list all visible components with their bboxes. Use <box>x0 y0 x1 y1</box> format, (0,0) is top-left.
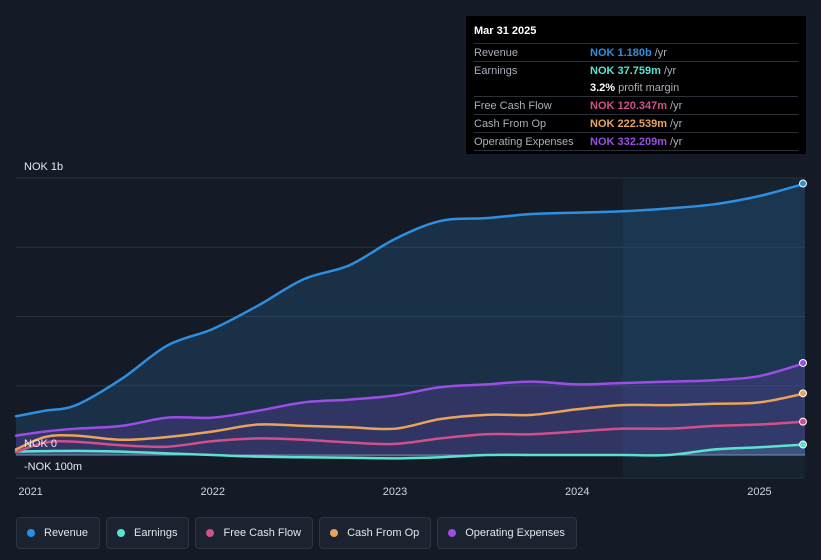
earnings-area <box>16 444 805 459</box>
x-tick-label: 2024 <box>565 486 589 498</box>
series-endpoints <box>799 179 807 449</box>
tooltip: Mar 31 2025 Revenue NOK 1.180b /yr Earni… <box>466 16 806 154</box>
tooltip-label: Cash From Op <box>474 117 547 130</box>
tooltip-value: NOK 37.759m <box>590 64 661 77</box>
tooltip-label: Earnings <box>474 64 518 77</box>
legend-item-operating-expenses[interactable]: Operating Expenses <box>437 517 577 549</box>
y-label-bottom: -NOK 100m <box>24 461 82 473</box>
tooltip-row-profit-margin: 3.2% profit margin <box>474 79 798 97</box>
x-tick-label: 2023 <box>383 486 407 498</box>
tooltip-value: 3.2% <box>590 81 616 94</box>
tooltip-label: Operating Expenses <box>474 135 574 148</box>
operating-expenses-line <box>14 361 807 437</box>
series-areas <box>16 183 805 459</box>
tooltip-row-cash-from-op: Cash From Op NOK 222.539m /yr <box>474 115 798 133</box>
legend-label: Earnings <box>134 527 178 539</box>
y-label-top: NOK 1b <box>24 161 63 173</box>
tooltip-value: NOK 332.209m <box>590 135 668 148</box>
earnings-line <box>14 443 807 460</box>
tooltip-unit: profit margin <box>618 81 680 94</box>
tooltip-unit: /yr <box>663 64 677 77</box>
tooltip-row-earnings: Earnings NOK 37.759m /yr <box>474 62 798 79</box>
tooltip-unit: /yr <box>670 135 683 148</box>
legend-dot-icon <box>206 529 215 537</box>
gridlines <box>16 177 805 479</box>
legend-item-revenue[interactable]: Revenue <box>16 517 101 549</box>
tooltip-value: NOK 120.347m <box>590 99 668 112</box>
tooltip-unit: /yr <box>670 117 683 130</box>
earnings-endpoint <box>799 440 807 449</box>
legend-dot-icon <box>117 529 126 537</box>
x-tick-label: 2025 <box>747 486 771 498</box>
chart: NOK 1b NOK 0 -NOK 100m 2021 2022 2023 2024 2… <box>14 161 807 498</box>
legend-dot-icon <box>330 529 339 537</box>
cash-from-op-endpoint <box>799 389 807 398</box>
legend-label: Free Cash Flow <box>223 527 302 539</box>
revenue-line <box>14 182 807 418</box>
y-label-zero: NOK 0 <box>24 438 57 450</box>
cash-from-op-line <box>14 392 807 451</box>
revenue-endpoint <box>799 179 807 188</box>
legend-label: Operating Expenses <box>465 527 565 539</box>
x-axis-ticks: 2021 2022 2023 2024 2025 <box>18 486 771 498</box>
legend-label: Cash From Op <box>347 527 420 539</box>
legend-item-cash-from-op[interactable]: Cash From Op <box>319 517 432 549</box>
tooltip-label: Revenue <box>474 46 519 59</box>
tooltip-row-revenue: Revenue NOK 1.180b /yr <box>474 44 798 62</box>
free-cash-flow-endpoint <box>799 417 807 426</box>
legend-label: Revenue <box>44 527 89 539</box>
tooltip-label: Free Cash Flow <box>474 99 552 112</box>
tooltip-value: NOK 222.539m <box>590 117 668 130</box>
tooltip-row-free-cash-flow: Free Cash Flow NOK 120.347m /yr <box>474 97 798 115</box>
legend-item-free-cash-flow[interactable]: Free Cash Flow <box>195 517 314 549</box>
tooltip-date: Mar 31 2025 <box>474 16 798 44</box>
series-lines <box>14 182 807 460</box>
operating-expenses-endpoint <box>799 358 807 367</box>
legend-dot-icon <box>448 529 457 537</box>
tooltip-unit: /yr <box>670 99 683 112</box>
tooltip-unit: /yr <box>654 46 667 59</box>
free-cash-flow-line <box>14 420 807 454</box>
revenue-area <box>16 183 805 456</box>
tooltip-row-operating-expenses: Operating Expenses NOK 332.209m /yr <box>474 133 798 151</box>
x-tick-label: 2021 <box>18 486 42 498</box>
tooltip-value: NOK 1.180b <box>590 46 652 59</box>
x-tick-label: 2022 <box>201 486 225 498</box>
legend: Revenue Earnings Free Cash Flow Cash Fro… <box>16 517 577 549</box>
legend-dot-icon <box>27 529 35 537</box>
legend-item-earnings[interactable]: Earnings <box>106 517 190 549</box>
